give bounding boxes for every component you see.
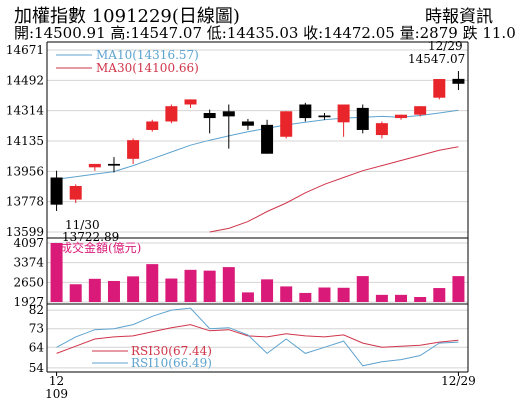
volume-bar [241,292,254,302]
volume-tick-label: 1927 [13,295,44,309]
candle-body [184,99,197,105]
candle-body [375,123,388,136]
chart-title: 加權指數 1091229(日線圖) [14,6,240,27]
price-tick-label: 14135 [6,134,44,148]
price-tick-label: 14671 [6,43,44,57]
candle-body [261,124,274,154]
x-tick-label: 12/29 [441,374,476,388]
candle-body [356,107,369,130]
volume-bar [395,294,408,302]
low-value-annotation: 13722.89 [62,230,119,244]
rsi-tick-label: 64 [29,340,45,354]
high-value-annotation: 14547.07 [408,52,465,66]
candle-body [299,104,312,119]
volume-bar [69,284,82,302]
volume-bar [165,278,178,302]
volume-bar [452,276,465,302]
volume-bar [184,269,197,302]
volume-tick-label: 2650 [13,275,44,289]
volume-bar [88,278,101,302]
candle-body [337,104,350,123]
ohlc-stats: 開:14500.91 高:14547.07 低:14435.03 收:14472… [14,24,515,42]
volume-bar [146,264,159,302]
candle-body [395,114,408,119]
volume-bar [375,294,388,302]
volume-bar [433,288,446,302]
candle-body [241,121,254,126]
price-tick-label: 13778 [6,195,44,209]
candle-body [146,121,159,130]
volume-tick-label: 3374 [13,256,44,270]
volume-bar [280,286,293,302]
candle-body [203,112,216,119]
candle-body [452,78,465,84]
candle-body [88,163,101,168]
candle-body [127,140,140,159]
candle-body [222,111,235,117]
volume-tick-label: 4097 [13,236,44,250]
volume-bar [222,267,235,302]
low-date-annotation: 11/30 [65,218,100,232]
volume-bar [261,279,274,302]
candle-body [50,177,63,205]
legend-rsi30-label: RSI30(67.44) [131,344,212,358]
volume-bar [337,287,350,302]
rsi30-line [56,324,459,354]
rsi-tick-label: 54 [29,361,45,375]
candle-body [107,163,120,166]
volume-bar [107,280,120,302]
x-tick-label-year: 109 [45,387,68,401]
legend-ma10-label: MA10(14316.57) [96,48,199,62]
rsi10-line [56,307,459,367]
legend-rsi10-label: RSI10(66.49) [131,356,212,370]
price-tick-label: 13599 [6,225,44,239]
volume-bar [203,270,216,302]
ma10-line [56,109,459,180]
price-tick-label: 14492 [6,73,44,87]
volume-bar [299,292,312,302]
x-tick-label: 12 [49,374,64,388]
high-date-annotation: 12/29 [428,39,463,53]
volume-bar [356,276,369,302]
rsi-tick-label: 82 [29,303,44,317]
legend-ma30-label: MA30(14100.66) [96,61,199,75]
rsi-tick-label: 73 [29,322,44,336]
volume-bar [50,243,63,302]
volume-label: 成交金額(億元) [60,240,141,255]
volume-bar [318,287,331,302]
candle-body [433,79,446,98]
candle-body [69,185,82,200]
price-tick-label: 13956 [6,164,44,178]
volume-bar [127,276,140,302]
candle-body [318,115,331,118]
data-source: 時報資訊 [425,7,493,27]
volume-bar [414,297,427,302]
candle-body [414,106,427,115]
candle-body [165,106,178,122]
price-tick-label: 14314 [6,104,45,118]
ma30-line [209,146,459,233]
candle-body [280,111,293,137]
